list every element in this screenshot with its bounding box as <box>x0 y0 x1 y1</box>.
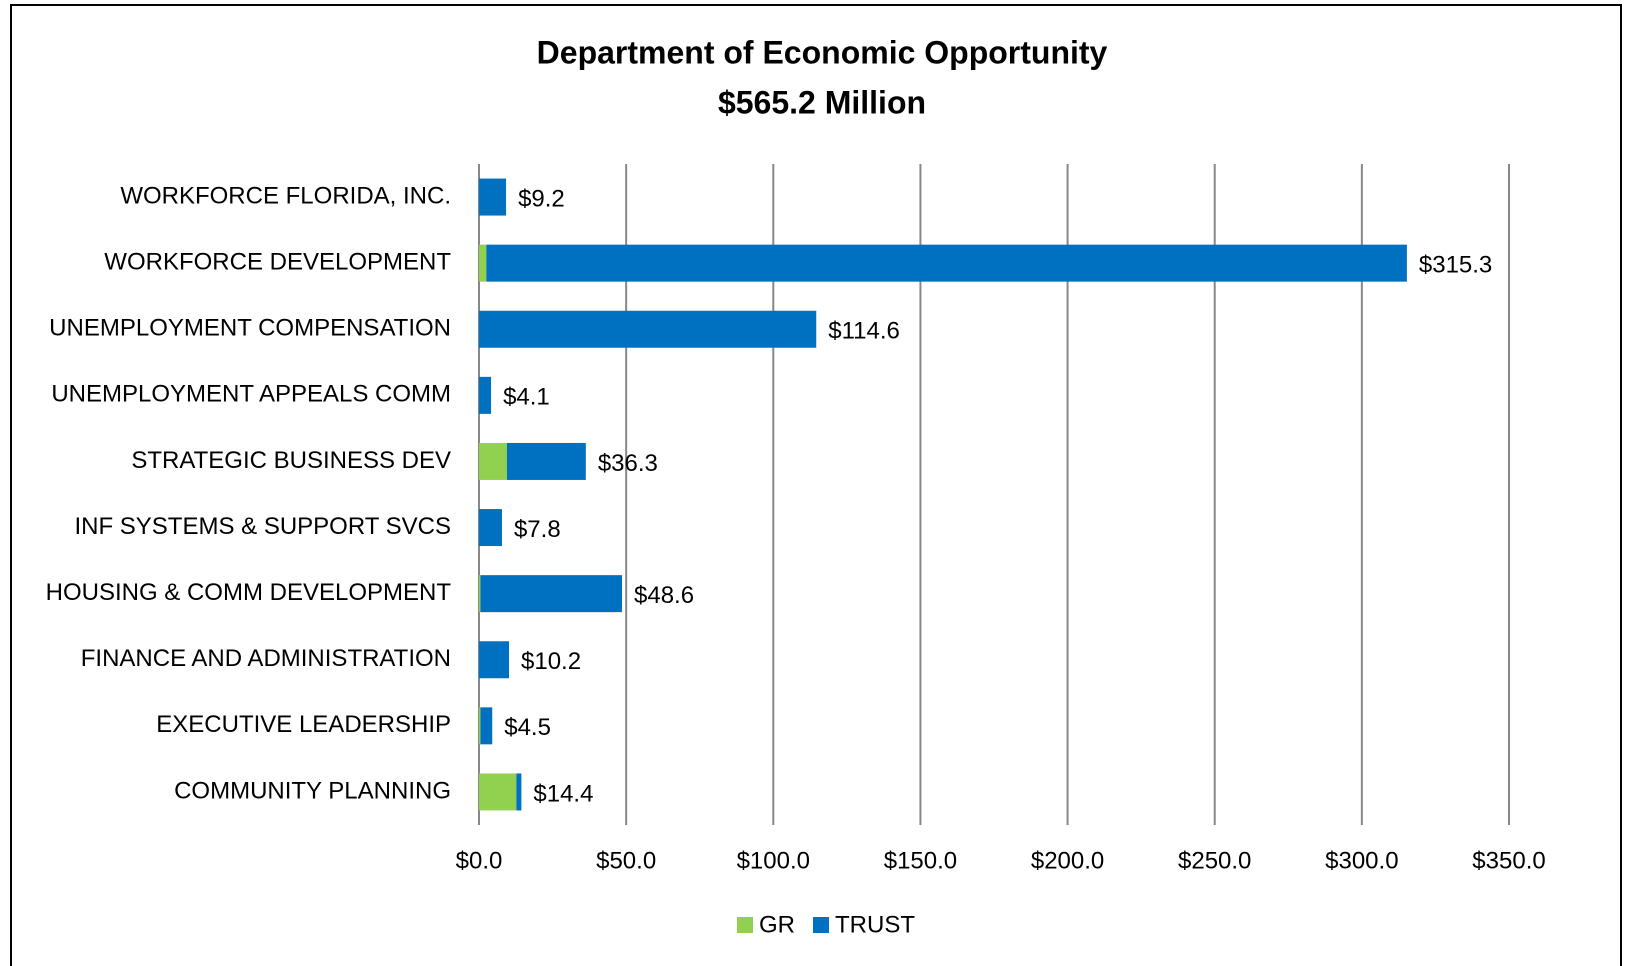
y-tick-label: EXECUTIVE LEADERSHIP <box>156 711 451 738</box>
data-label: $10.2 <box>521 648 581 675</box>
y-tick-label: FINANCE AND ADMINISTRATION <box>81 645 451 672</box>
bar-segment <box>479 376 492 414</box>
y-tick-label: HOUSING & COMM DEVELOPMENT <box>46 579 452 606</box>
bar-segment <box>479 442 507 480</box>
data-label: $4.1 <box>503 384 550 411</box>
y-tick-label: INF SYSTEMS & SUPPORT SVCS <box>74 513 451 540</box>
legend-swatch <box>737 917 753 933</box>
legend-label: GR <box>759 911 795 938</box>
x-tick-label: $0.0 <box>456 847 503 874</box>
data-label: $114.6 <box>828 318 900 345</box>
legend-swatch <box>813 917 829 933</box>
bar-segment <box>479 707 481 745</box>
chart-title: Department of Economic Opportunity <box>537 34 1108 70</box>
bar-segment <box>486 244 1407 282</box>
chart-subtitle: $565.2 Million <box>718 84 926 120</box>
x-tick-label: $250.0 <box>1178 847 1251 874</box>
bar-segment <box>479 509 502 547</box>
y-tick-label: STRATEGIC BUSINESS DEV <box>131 447 451 474</box>
bar-segment <box>516 773 522 811</box>
x-tick-label: $100.0 <box>737 847 810 874</box>
data-label: $9.2 <box>518 185 565 212</box>
data-label: $48.6 <box>634 582 694 609</box>
x-tick-label: $200.0 <box>1031 847 1104 874</box>
bar-segment <box>479 310 817 348</box>
x-tick-label: $150.0 <box>884 847 957 874</box>
bar-segment <box>479 575 481 613</box>
chart-frame <box>10 4 1622 966</box>
data-label: $4.5 <box>504 714 551 741</box>
y-tick-label: WORKFORCE FLORIDA, INC. <box>120 182 451 209</box>
bar-segment <box>479 178 507 216</box>
y-tick-label: WORKFORCE DEVELOPMENT <box>104 248 451 275</box>
data-label: $315.3 <box>1419 251 1492 278</box>
x-tick-label: $50.0 <box>596 847 656 874</box>
y-tick-label: UNEMPLOYMENT APPEALS COMM <box>51 381 451 408</box>
x-tick-label: $350.0 <box>1472 847 1545 874</box>
bar-segment <box>506 442 586 480</box>
data-label: $14.4 <box>533 780 593 807</box>
bar-segment <box>479 641 510 679</box>
bar-segment <box>480 575 623 613</box>
bar-segment <box>479 244 487 282</box>
bar-segment <box>479 773 517 811</box>
data-label: $36.3 <box>598 450 658 477</box>
data-label: $7.8 <box>514 516 561 543</box>
y-tick-label: COMMUNITY PLANNING <box>174 777 451 804</box>
x-tick-label: $300.0 <box>1325 847 1398 874</box>
legend-label: TRUST <box>835 911 915 938</box>
bar-segment <box>480 707 493 745</box>
y-tick-label: UNEMPLOYMENT COMPENSATION <box>49 315 451 342</box>
